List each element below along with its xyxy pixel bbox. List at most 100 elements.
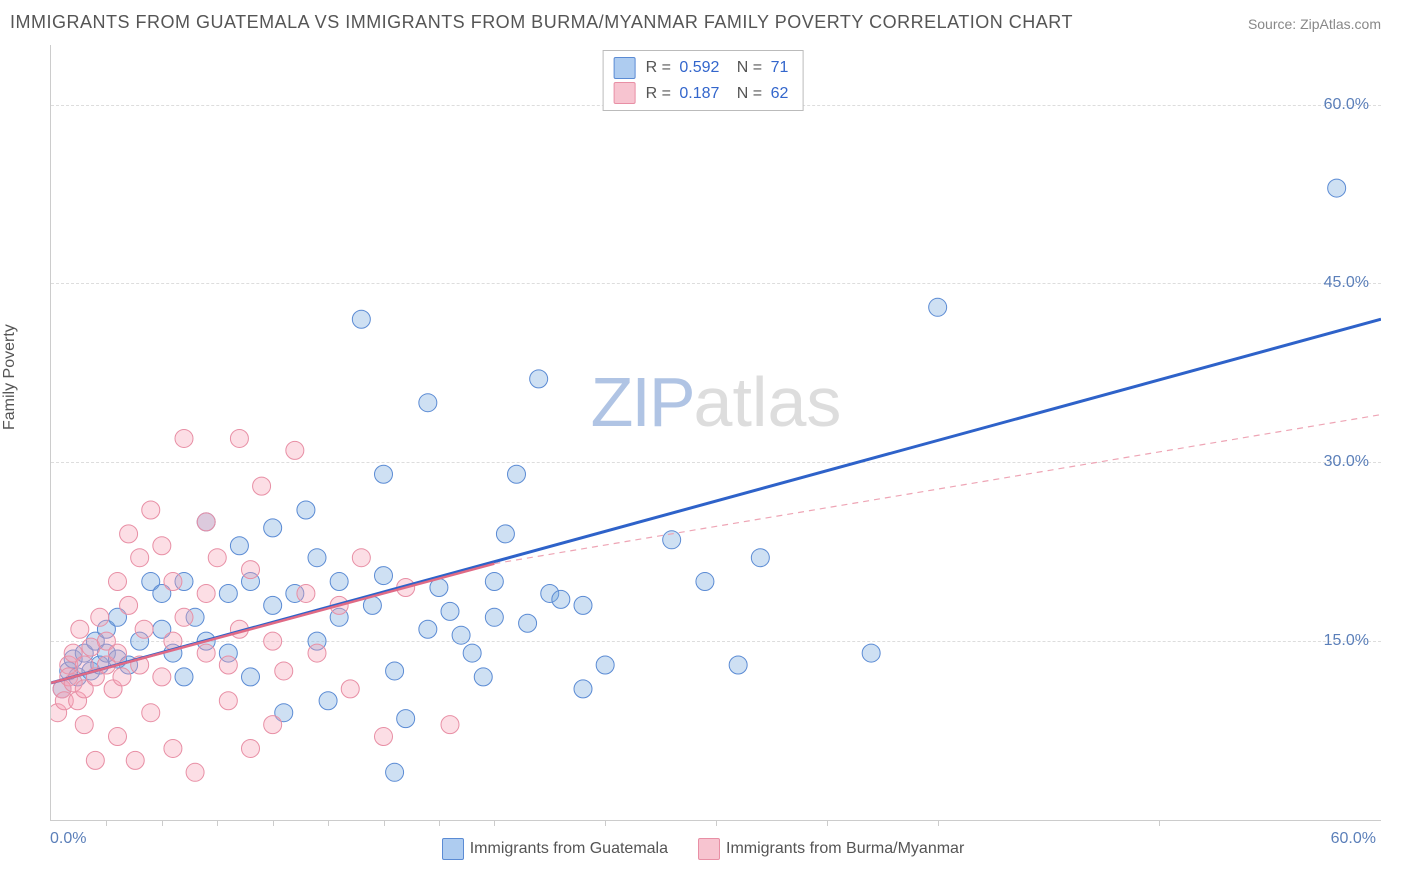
data-point: [135, 620, 153, 638]
data-point: [375, 567, 393, 585]
data-point: [208, 549, 226, 567]
x-tick: [217, 820, 218, 826]
data-point: [197, 584, 215, 602]
data-point: [474, 668, 492, 686]
data-point: [175, 608, 193, 626]
data-point: [386, 763, 404, 781]
data-point: [463, 644, 481, 662]
data-point: [308, 549, 326, 567]
data-point: [131, 549, 149, 567]
data-point: [86, 751, 104, 769]
data-point: [264, 596, 282, 614]
data-point: [113, 668, 131, 686]
x-tick: [1159, 820, 1160, 826]
x-tick: [827, 820, 828, 826]
x-tick: [938, 820, 939, 826]
data-point: [126, 751, 144, 769]
legend-swatch: [614, 57, 636, 79]
chart-container: IMMIGRANTS FROM GUATEMALA VS IMMIGRANTS …: [0, 0, 1406, 892]
source-attribution: Source: ZipAtlas.com: [1248, 16, 1381, 32]
data-point: [508, 465, 526, 483]
data-point: [308, 644, 326, 662]
x-tick: [273, 820, 274, 826]
data-point: [264, 632, 282, 650]
data-point: [71, 620, 89, 638]
data-point: [729, 656, 747, 674]
data-point: [186, 763, 204, 781]
legend-label: Immigrants from Guatemala: [470, 840, 668, 857]
data-point: [375, 465, 393, 483]
data-point: [341, 680, 359, 698]
data-point: [552, 590, 570, 608]
legend-swatch: [698, 838, 720, 860]
data-point: [330, 573, 348, 591]
data-point: [197, 644, 215, 662]
data-point: [485, 573, 503, 591]
data-point: [419, 394, 437, 412]
x-tick: [494, 820, 495, 826]
data-point: [375, 728, 393, 746]
data-point: [75, 716, 93, 734]
data-point: [109, 644, 127, 662]
data-point: [751, 549, 769, 567]
legend-row: R = 0.187 N = 62: [614, 81, 793, 107]
chart-title: IMMIGRANTS FROM GUATEMALA VS IMMIGRANTS …: [10, 12, 1073, 33]
legend-swatch: [442, 838, 464, 860]
data-point: [219, 584, 237, 602]
x-tick: [162, 820, 163, 826]
x-tick: [605, 820, 606, 826]
data-point: [496, 525, 514, 543]
data-point: [441, 602, 459, 620]
x-tick: [716, 820, 717, 826]
data-point: [253, 477, 271, 495]
data-point: [153, 537, 171, 555]
data-point: [386, 662, 404, 680]
data-point: [1328, 179, 1346, 197]
legend-label: Immigrants from Burma/Myanmar: [726, 840, 964, 857]
data-point: [175, 668, 193, 686]
data-point: [441, 716, 459, 734]
x-tick: [328, 820, 329, 826]
data-point: [530, 370, 548, 388]
data-point: [352, 549, 370, 567]
data-point: [452, 626, 470, 644]
data-point: [230, 537, 248, 555]
chart-svg: [51, 45, 1381, 820]
data-point: [219, 656, 237, 674]
data-point: [286, 441, 304, 459]
data-point: [297, 584, 315, 602]
data-point: [297, 501, 315, 519]
data-point: [264, 716, 282, 734]
trend-line: [494, 415, 1381, 564]
data-point: [862, 644, 880, 662]
legend-item: Immigrants from Burma/Myanmar: [698, 838, 964, 860]
data-point: [275, 662, 293, 680]
data-point: [419, 620, 437, 638]
data-point: [519, 614, 537, 632]
data-point: [574, 596, 592, 614]
data-point: [164, 739, 182, 757]
x-tick: [439, 820, 440, 826]
data-point: [696, 573, 714, 591]
x-tick: [106, 820, 107, 826]
legend-swatch: [614, 82, 636, 104]
x-tick: [384, 820, 385, 826]
data-point: [319, 692, 337, 710]
data-point: [485, 608, 503, 626]
plot-area: ZIPatlas 15.0%30.0%45.0%60.0%: [50, 45, 1381, 821]
data-point: [242, 668, 260, 686]
data-point: [230, 429, 248, 447]
data-point: [352, 310, 370, 328]
data-point: [109, 728, 127, 746]
legend-item: Immigrants from Guatemala: [442, 838, 668, 860]
y-axis-label: Family Poverty: [1, 324, 19, 430]
data-point: [242, 739, 260, 757]
series-legend: Immigrants from Guatemala Immigrants from…: [0, 838, 1406, 860]
data-point: [175, 429, 193, 447]
data-point: [142, 704, 160, 722]
data-point: [142, 501, 160, 519]
legend-row: R = 0.592 N = 71: [614, 55, 793, 81]
data-point: [929, 298, 947, 316]
data-point: [397, 710, 415, 728]
correlation-legend: R = 0.592 N = 71R = 0.187 N = 62: [603, 50, 804, 111]
